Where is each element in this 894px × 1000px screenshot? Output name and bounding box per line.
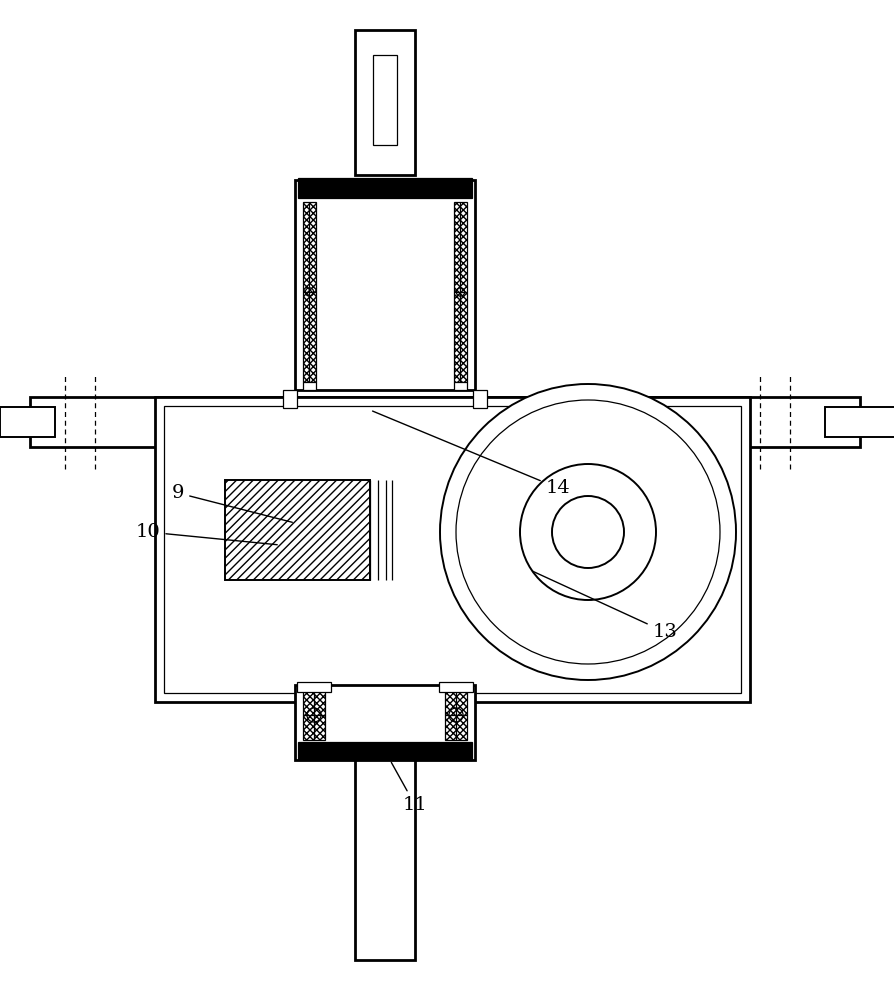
- Bar: [30, 397, 859, 447]
- Circle shape: [440, 384, 735, 680]
- Bar: [298, 178, 471, 198]
- Bar: [283, 390, 297, 408]
- Bar: [453, 382, 467, 390]
- Bar: [439, 682, 472, 692]
- Bar: [303, 382, 316, 390]
- Bar: [355, 30, 415, 175]
- Bar: [164, 406, 740, 693]
- Bar: [297, 682, 331, 692]
- Bar: [224, 480, 369, 580]
- Bar: [472, 390, 486, 408]
- Circle shape: [519, 464, 655, 600]
- Bar: [824, 407, 894, 437]
- Bar: [444, 690, 467, 740]
- Circle shape: [552, 496, 623, 568]
- Bar: [303, 202, 316, 382]
- Text: 13: 13: [532, 571, 677, 641]
- Text: 11: 11: [391, 762, 427, 814]
- Bar: [155, 397, 749, 702]
- Bar: [453, 202, 467, 382]
- Bar: [373, 55, 397, 145]
- Bar: [0, 407, 55, 437]
- Circle shape: [455, 400, 719, 664]
- Bar: [303, 690, 325, 740]
- Bar: [355, 760, 415, 960]
- Bar: [298, 742, 471, 760]
- Text: 14: 14: [372, 411, 569, 497]
- Bar: [295, 685, 475, 760]
- Bar: [295, 180, 475, 390]
- Text: 9: 9: [172, 484, 292, 522]
- Text: 10: 10: [136, 523, 277, 545]
